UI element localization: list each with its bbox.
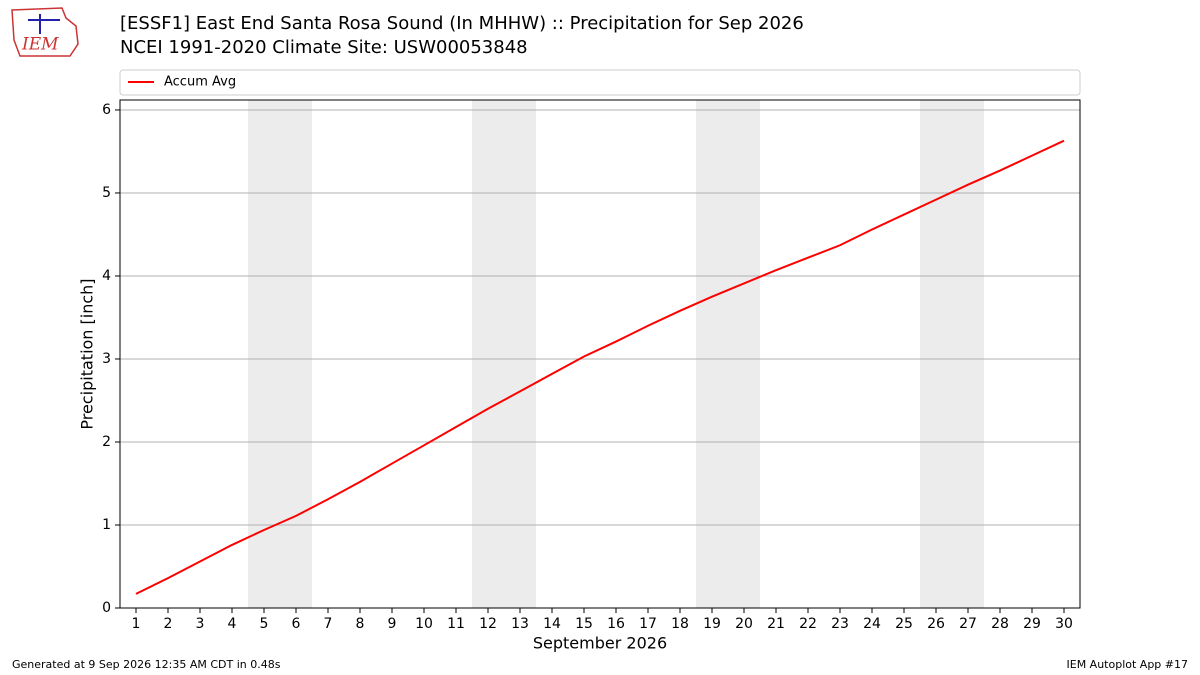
x-tick-label: 11 <box>447 616 465 632</box>
x-tick-label: 1 <box>132 616 141 632</box>
x-tick-label: 7 <box>324 616 333 632</box>
y-tick-label: 2 <box>102 434 111 450</box>
x-tick-label: 29 <box>1023 616 1041 632</box>
x-tick-label: 9 <box>388 616 397 632</box>
footer-left: Generated at 9 Sep 2026 12:35 AM CDT in … <box>12 658 281 671</box>
logo-text: IEM <box>21 35 59 55</box>
legend-box <box>119 69 1081 96</box>
weekend-band <box>248 100 312 608</box>
x-tick-label: 4 <box>228 616 237 632</box>
y-tick-label: 1 <box>102 517 111 533</box>
chart-title: [ESSF1] East End Santa Rosa Sound (In MH… <box>120 13 804 34</box>
weekend-band <box>696 100 760 608</box>
data-line <box>135 139 1065 595</box>
weekend-band <box>472 100 536 608</box>
x-tick-label: 23 <box>831 616 849 632</box>
x-axis-label: September 2026 <box>533 634 667 653</box>
x-tick-label: 22 <box>799 616 817 632</box>
logo: IEM <box>11 7 79 57</box>
x-tick-label: 20 <box>735 616 753 632</box>
x-tick-label: 6 <box>292 616 301 632</box>
x-tick-label: 19 <box>703 616 721 632</box>
x-tick-label: 14 <box>543 616 561 632</box>
plot-frame <box>119 99 1081 609</box>
x-tick-label: 12 <box>479 616 497 632</box>
x-tick-label: 27 <box>959 616 977 632</box>
y-axis-label: Precipitation [inch] <box>78 278 97 429</box>
y-tick-label: 6 <box>102 102 111 118</box>
x-tick-label: 24 <box>863 616 881 632</box>
x-tick-label: 10 <box>415 616 433 632</box>
y-tick-label: 5 <box>102 185 111 201</box>
chart-subtitle: NCEI 1991-2020 Climate Site: USW00053848 <box>120 37 528 58</box>
weekend-band <box>920 100 984 608</box>
legend-label: Accum Avg <box>164 75 236 90</box>
x-tick-label: 30 <box>1055 616 1073 632</box>
x-tick-label: 25 <box>895 616 913 632</box>
x-tick-label: 13 <box>511 616 529 632</box>
x-tick-label: 5 <box>260 616 269 632</box>
x-tick-label: 21 <box>767 616 785 632</box>
x-tick-label: 16 <box>607 616 625 632</box>
x-tick-label: 8 <box>356 616 365 632</box>
x-tick-label: 2 <box>164 616 173 632</box>
x-tick-label: 18 <box>671 616 689 632</box>
x-tick-label: 15 <box>575 616 593 632</box>
y-tick-label: 3 <box>102 351 111 367</box>
y-tick-label: 0 <box>102 600 111 616</box>
x-tick-label: 17 <box>639 616 657 632</box>
y-tick-label: 4 <box>102 268 111 284</box>
footer-right: IEM Autoplot App #17 <box>1067 658 1189 671</box>
x-tick-label: 26 <box>927 616 945 632</box>
x-tick-label: 3 <box>196 616 205 632</box>
x-tick-label: 28 <box>991 616 1009 632</box>
